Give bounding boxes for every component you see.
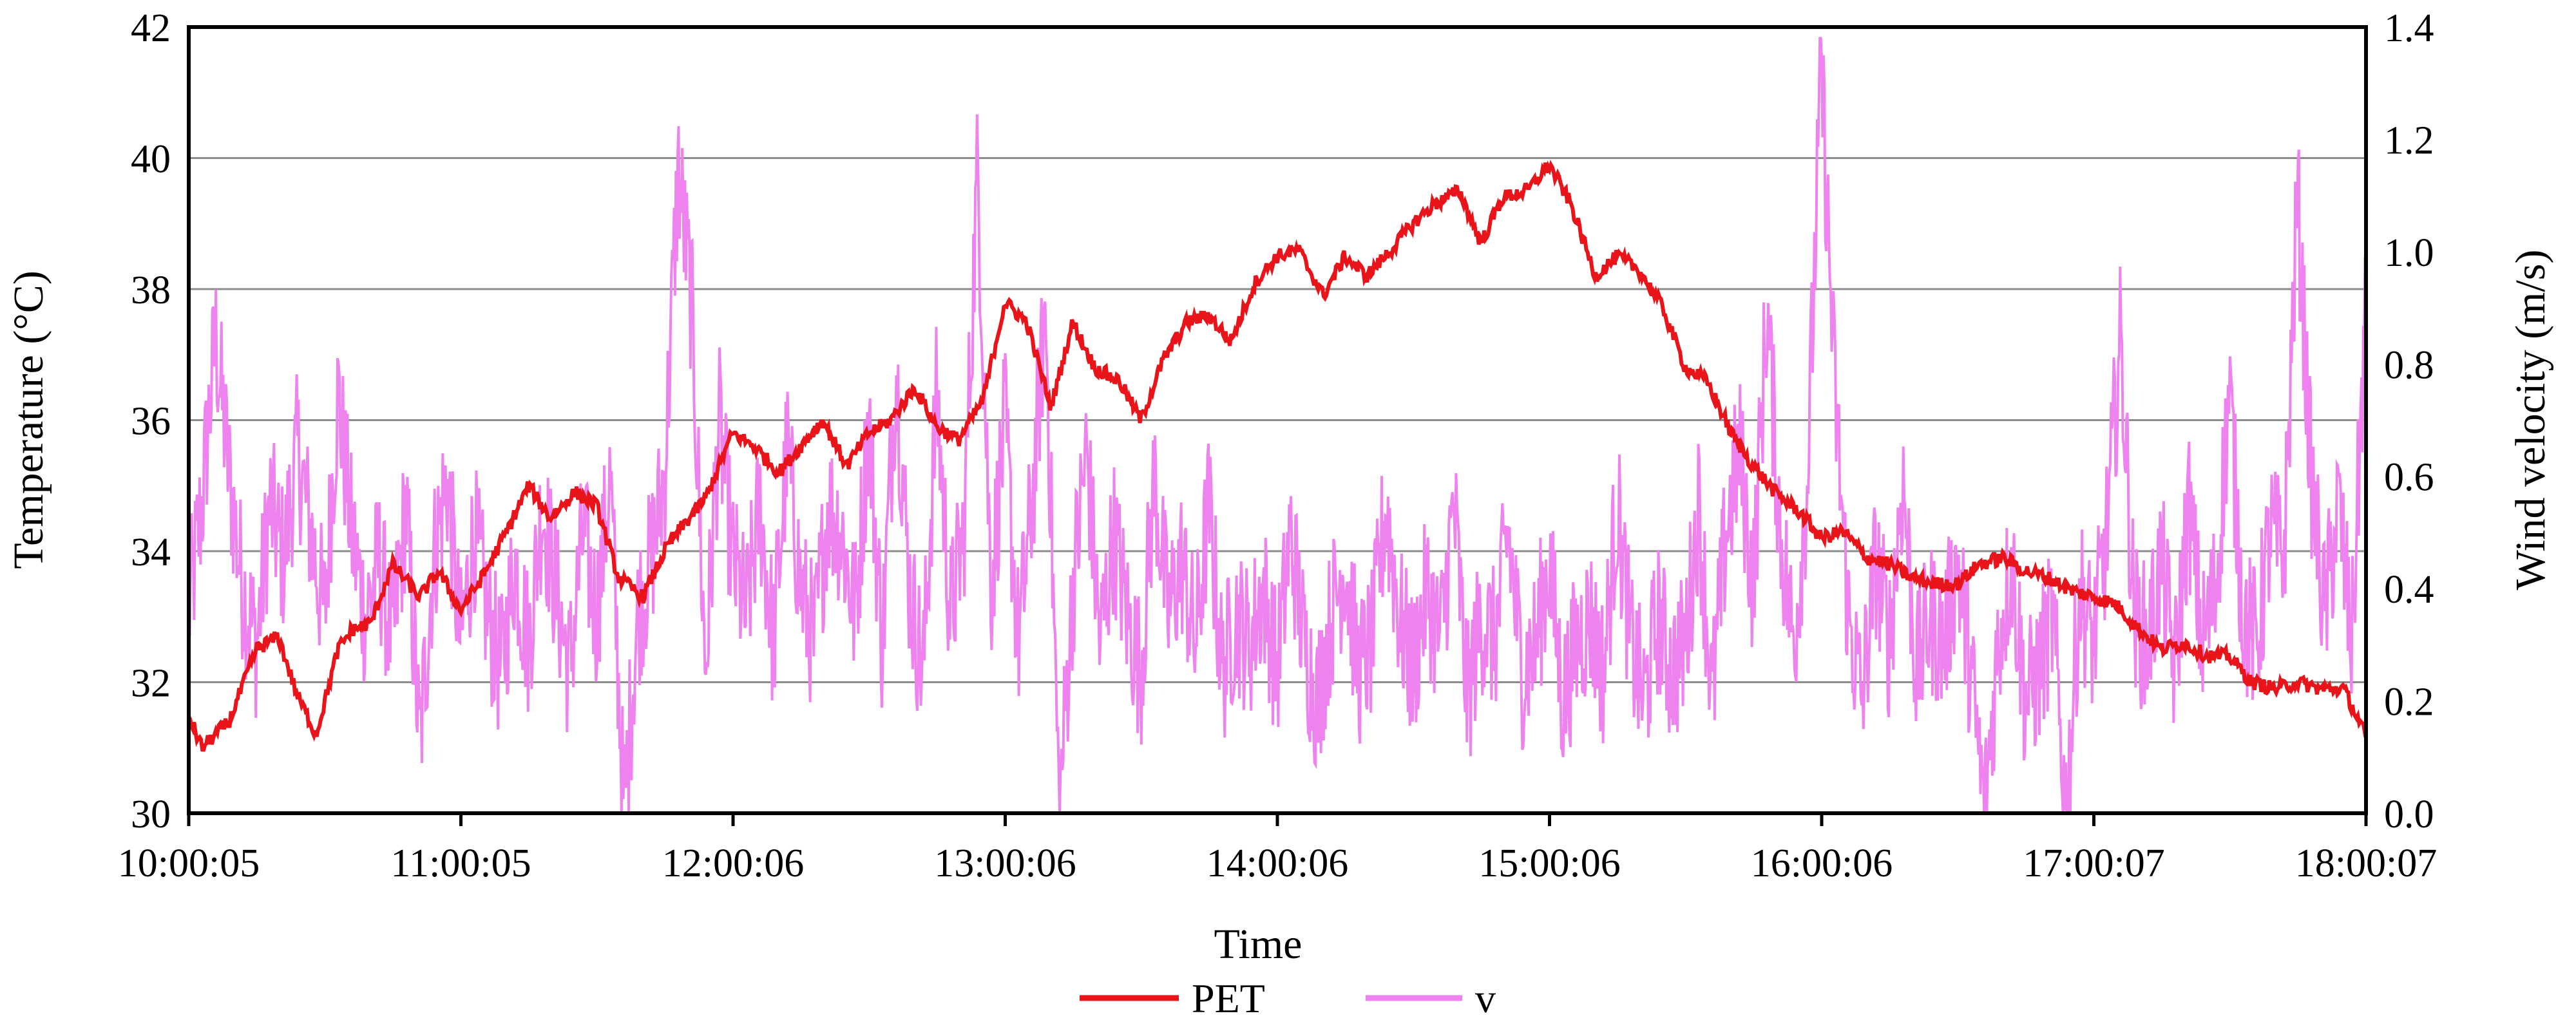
x-tick-label: 16:00:06 [1751, 842, 1893, 885]
series-v-line [187, 37, 2367, 815]
y-left-tick-label: 36 [131, 400, 171, 444]
legend-label-v: v [1475, 975, 1496, 1021]
x-tick-label: 15:00:06 [1478, 842, 1620, 885]
y-right-tick-label: 0.2 [2384, 681, 2434, 724]
y-left-tick-label: 34 [131, 531, 171, 574]
x-tick-label: 11:00:05 [390, 842, 531, 885]
x-tick-label: 14:00:06 [1207, 842, 1348, 885]
series-layer [187, 37, 2368, 815]
y-left-tick-label: 32 [131, 662, 171, 706]
x-tick-label: 13:00:06 [934, 842, 1076, 885]
y-left-tick-label: 30 [131, 793, 171, 836]
y-right-tick-label: 0.8 [2384, 343, 2434, 387]
y-right-tick-label: 1.0 [2384, 231, 2434, 275]
x-tick-label: 17:00:07 [2023, 842, 2164, 885]
y-right-tick-label: 0.4 [2384, 568, 2434, 612]
y-left-tick-label: 40 [131, 138, 171, 182]
y-axis-left-title: Temperature (°C) [5, 270, 52, 569]
series-pet-line [187, 160, 2368, 752]
y-right-tick-label: 0.0 [2384, 793, 2434, 836]
x-tick-label: 18:00:07 [2295, 842, 2437, 885]
y-right-tick-label: 0.6 [2384, 456, 2434, 500]
x-tick-label: 10:00:05 [118, 842, 260, 885]
x-axis-title: Time [1214, 921, 1302, 968]
ticks [187, 813, 2368, 826]
y-axis-right-title: Wind velocity (m/s) [2507, 250, 2554, 590]
y-right-tick-label: 1.2 [2384, 118, 2434, 162]
x-tick-label: 12:00:06 [662, 842, 804, 885]
tick-labels: 30 32 34 36 38 40 42 0.0 0.2 0.4 0.6 0.8 1.0 1.2 1.4 10… [118, 6, 2437, 885]
y-left-tick-label: 42 [131, 6, 171, 50]
y-left-tick-label: 38 [131, 269, 171, 312]
y-right-tick-label: 1.4 [2384, 6, 2434, 50]
legend: PET v [1080, 975, 1496, 1021]
legend-label-pet: PET [1192, 975, 1265, 1021]
